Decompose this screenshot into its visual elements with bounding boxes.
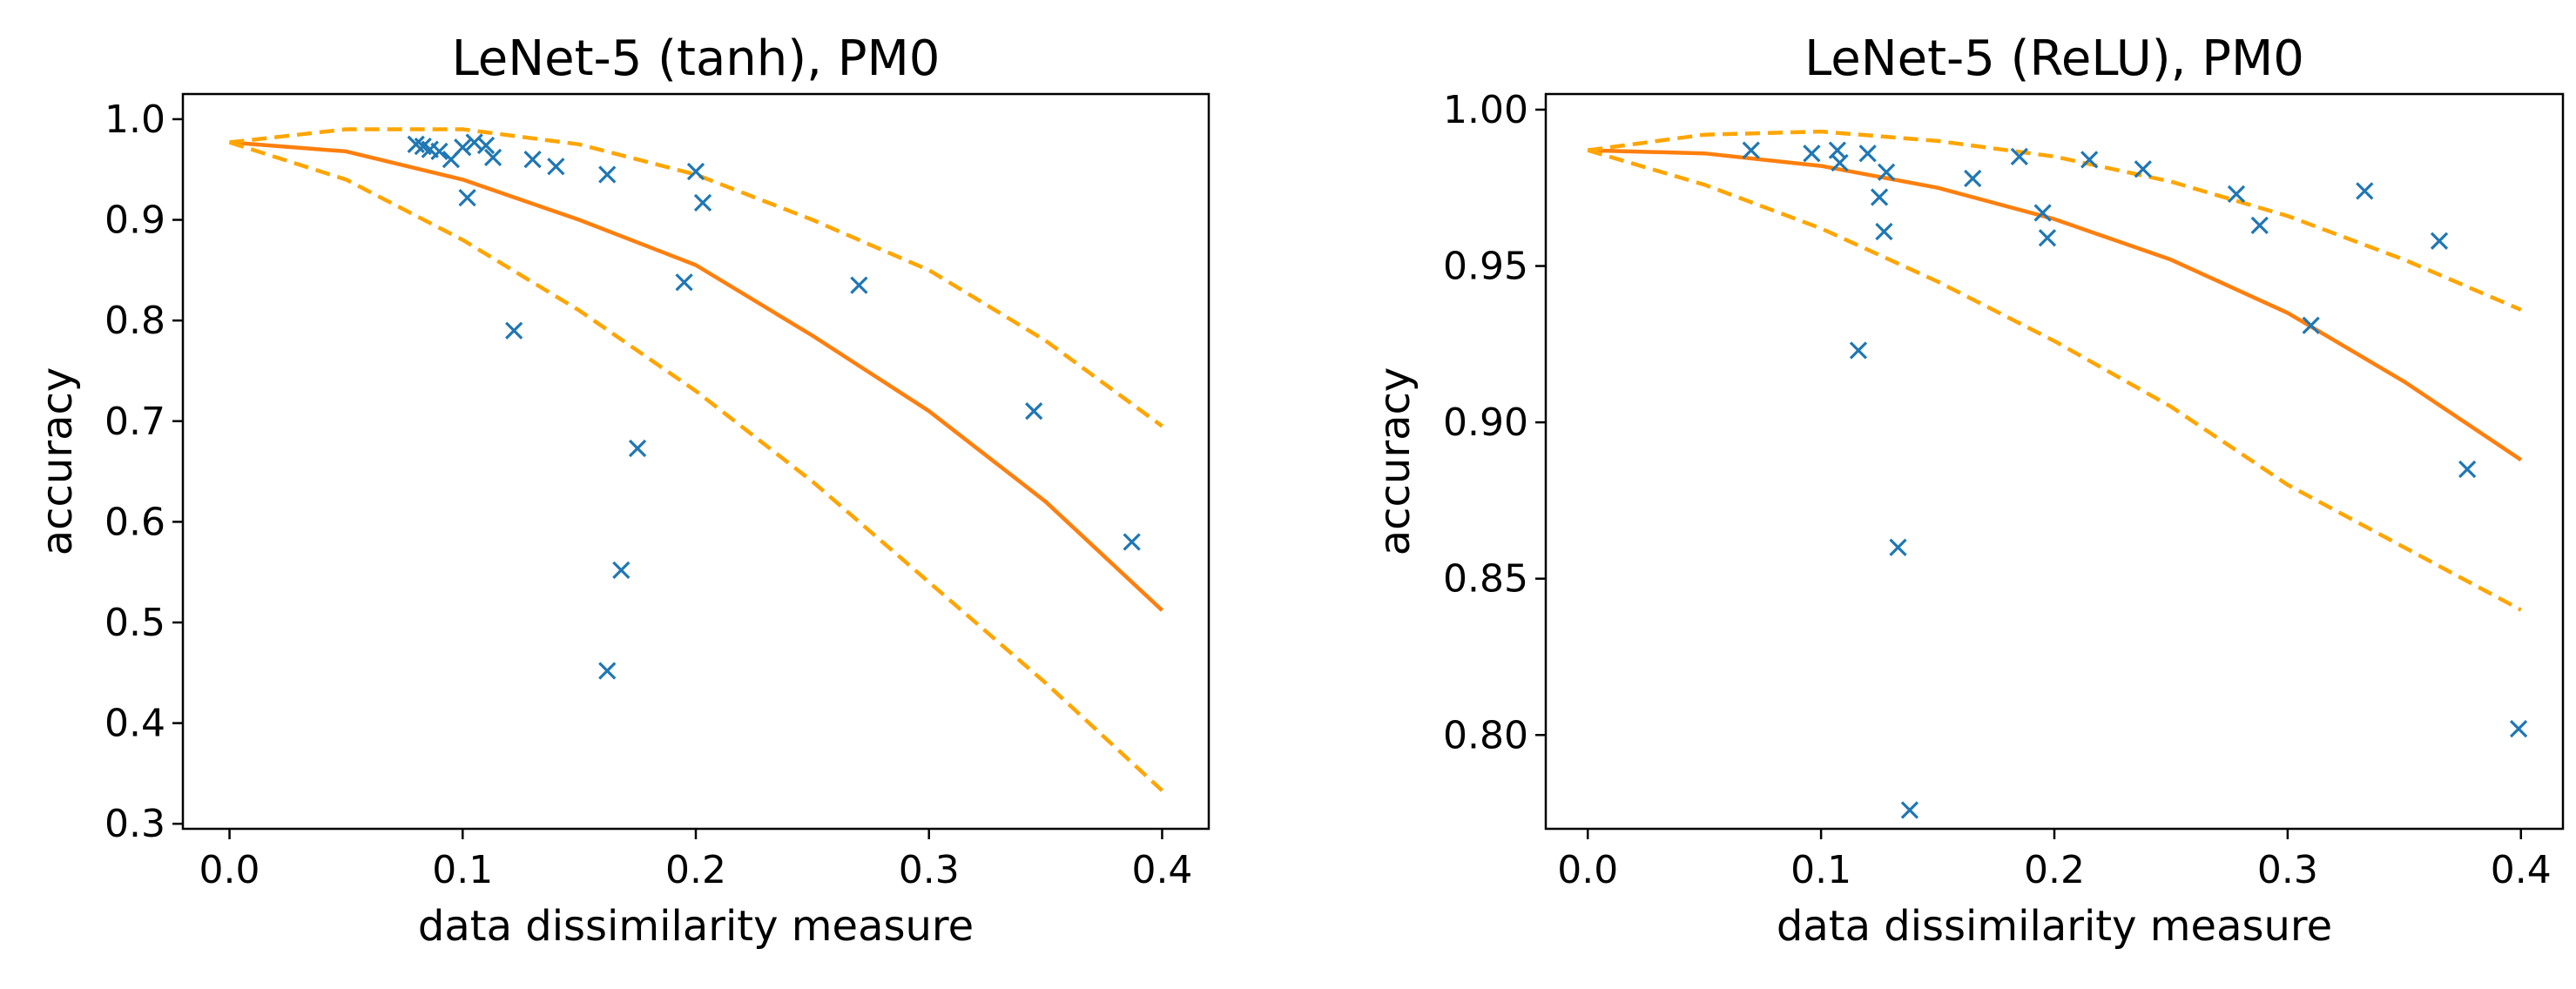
chart-title-tanh: LeNet-5 (tanh), PM0: [452, 30, 941, 87]
upper-bound-curve-relu: [1587, 129, 2522, 312]
data-point-relu: [2250, 216, 2269, 234]
x-tick-label-tanh: 0.0: [199, 848, 260, 892]
data-point-relu: [1831, 153, 1849, 172]
data-point-relu: [1742, 141, 1760, 159]
data-point-relu: [1900, 801, 1919, 819]
data-point-tanh: [612, 561, 631, 579]
data-point-tanh: [675, 273, 693, 292]
x-tick-label-tanh: 0.3: [899, 848, 960, 892]
fit-curve-tanh: [229, 140, 1164, 612]
data-point-tanh: [1123, 533, 1141, 551]
x-tick-label-relu: 0.4: [2491, 848, 2552, 892]
data-point-tanh: [523, 151, 542, 169]
y-tick-label-tanh: 0.8: [105, 299, 165, 343]
chart-title-relu: LeNet-5 (ReLU), PM0: [1804, 30, 2304, 87]
data-point-relu: [1875, 222, 1893, 241]
upper-bound-curve-tanh: [229, 127, 1163, 428]
plot-frame-tanh: [181, 92, 1210, 831]
data-point-relu: [1858, 145, 1877, 163]
data-point-tanh: [1025, 402, 1043, 420]
lower-bound-curve-tanh: [228, 140, 1164, 792]
x-tick-label-relu: 0.0: [1557, 848, 1618, 892]
y-tick-label-tanh: 1.0: [105, 98, 165, 142]
data-point-relu: [1877, 163, 1896, 181]
data-point-relu: [2509, 719, 2528, 738]
y-tick-label-tanh: 0.6: [105, 500, 165, 544]
y-axis-label-relu: accuracy: [1371, 367, 1419, 556]
y-tick-label-tanh: 0.5: [105, 601, 165, 645]
data-point-tanh: [430, 142, 448, 161]
chart-panel-tanh: LeNet-5 (tanh), PM0 0.0 0.1 0.2 0.3 0.4 0.3 0.4…: [33, 30, 1210, 951]
data-point-tanh: [454, 138, 472, 157]
plot-frame-relu: [1544, 92, 2565, 831]
data-point-relu: [1803, 145, 1821, 163]
fit-curve-relu: [1588, 148, 2523, 462]
data-point-tanh: [547, 158, 565, 176]
data-point-tanh: [505, 321, 523, 340]
y-tick-label-relu: 0.90: [1443, 400, 1528, 445]
x-tick-label-relu: 0.2: [2024, 848, 2085, 892]
data-point-tanh: [476, 136, 496, 155]
data-point-relu: [2227, 185, 2246, 204]
data-point-relu: [1870, 188, 1889, 206]
data-point-relu: [2080, 151, 2099, 169]
data-point-relu: [2010, 147, 2028, 165]
data-point-relu: [1849, 341, 1868, 360]
data-point-tanh: [598, 165, 617, 184]
x-axis-label-tanh: data dissimilarity measure: [418, 902, 974, 951]
data-point-relu: [2134, 160, 2152, 178]
data-point-tanh: [850, 276, 868, 294]
x-tick-label-relu: 0.3: [2257, 848, 2318, 892]
data-point-relu: [2038, 229, 2057, 247]
data-point-relu: [2302, 316, 2320, 334]
data-point-tanh: [628, 439, 647, 458]
x-axis-label-relu: data dissimilarity measure: [1777, 902, 2332, 951]
data-point-relu: [1889, 538, 1907, 556]
x-tick-label-tanh: 0.4: [1131, 848, 1192, 892]
data-point-tanh: [483, 148, 502, 166]
y-tick-label-tanh: 0.3: [105, 802, 165, 846]
y-tick-label-relu: 0.80: [1443, 713, 1528, 757]
x-tick-label-tanh: 0.1: [432, 848, 493, 892]
y-tick-label-tanh: 0.9: [105, 198, 165, 243]
y-tick-label-relu: 0.95: [1443, 245, 1528, 289]
y-tick-label-tanh: 0.4: [105, 702, 165, 746]
data-point-tanh: [686, 162, 705, 181]
data-point-relu: [2430, 232, 2449, 250]
data-point-relu: [1964, 169, 1982, 188]
x-tick-label-tanh: 0.2: [665, 848, 726, 892]
y-tick-label-relu: 1.00: [1443, 88, 1528, 132]
lower-bound-curve-relu: [1587, 148, 2522, 612]
y-tick-label-relu: 0.85: [1443, 557, 1528, 602]
y-axis-label-tanh: accuracy: [33, 367, 82, 556]
data-point-relu: [2458, 460, 2477, 479]
data-point-tanh: [598, 662, 617, 680]
data-point-tanh: [693, 193, 712, 212]
data-point-relu: [2356, 182, 2374, 200]
y-tick-label-tanh: 0.7: [105, 400, 165, 444]
x-tick-label-relu: 0.1: [1790, 848, 1851, 892]
data-point-tanh: [458, 188, 476, 207]
data-point-relu: [2033, 204, 2052, 222]
chart-panel-relu: LeNet-5 (ReLU), PM0 0.0 0.1 0.2 0.3 0.4 0.80 0.…: [1371, 30, 2565, 951]
